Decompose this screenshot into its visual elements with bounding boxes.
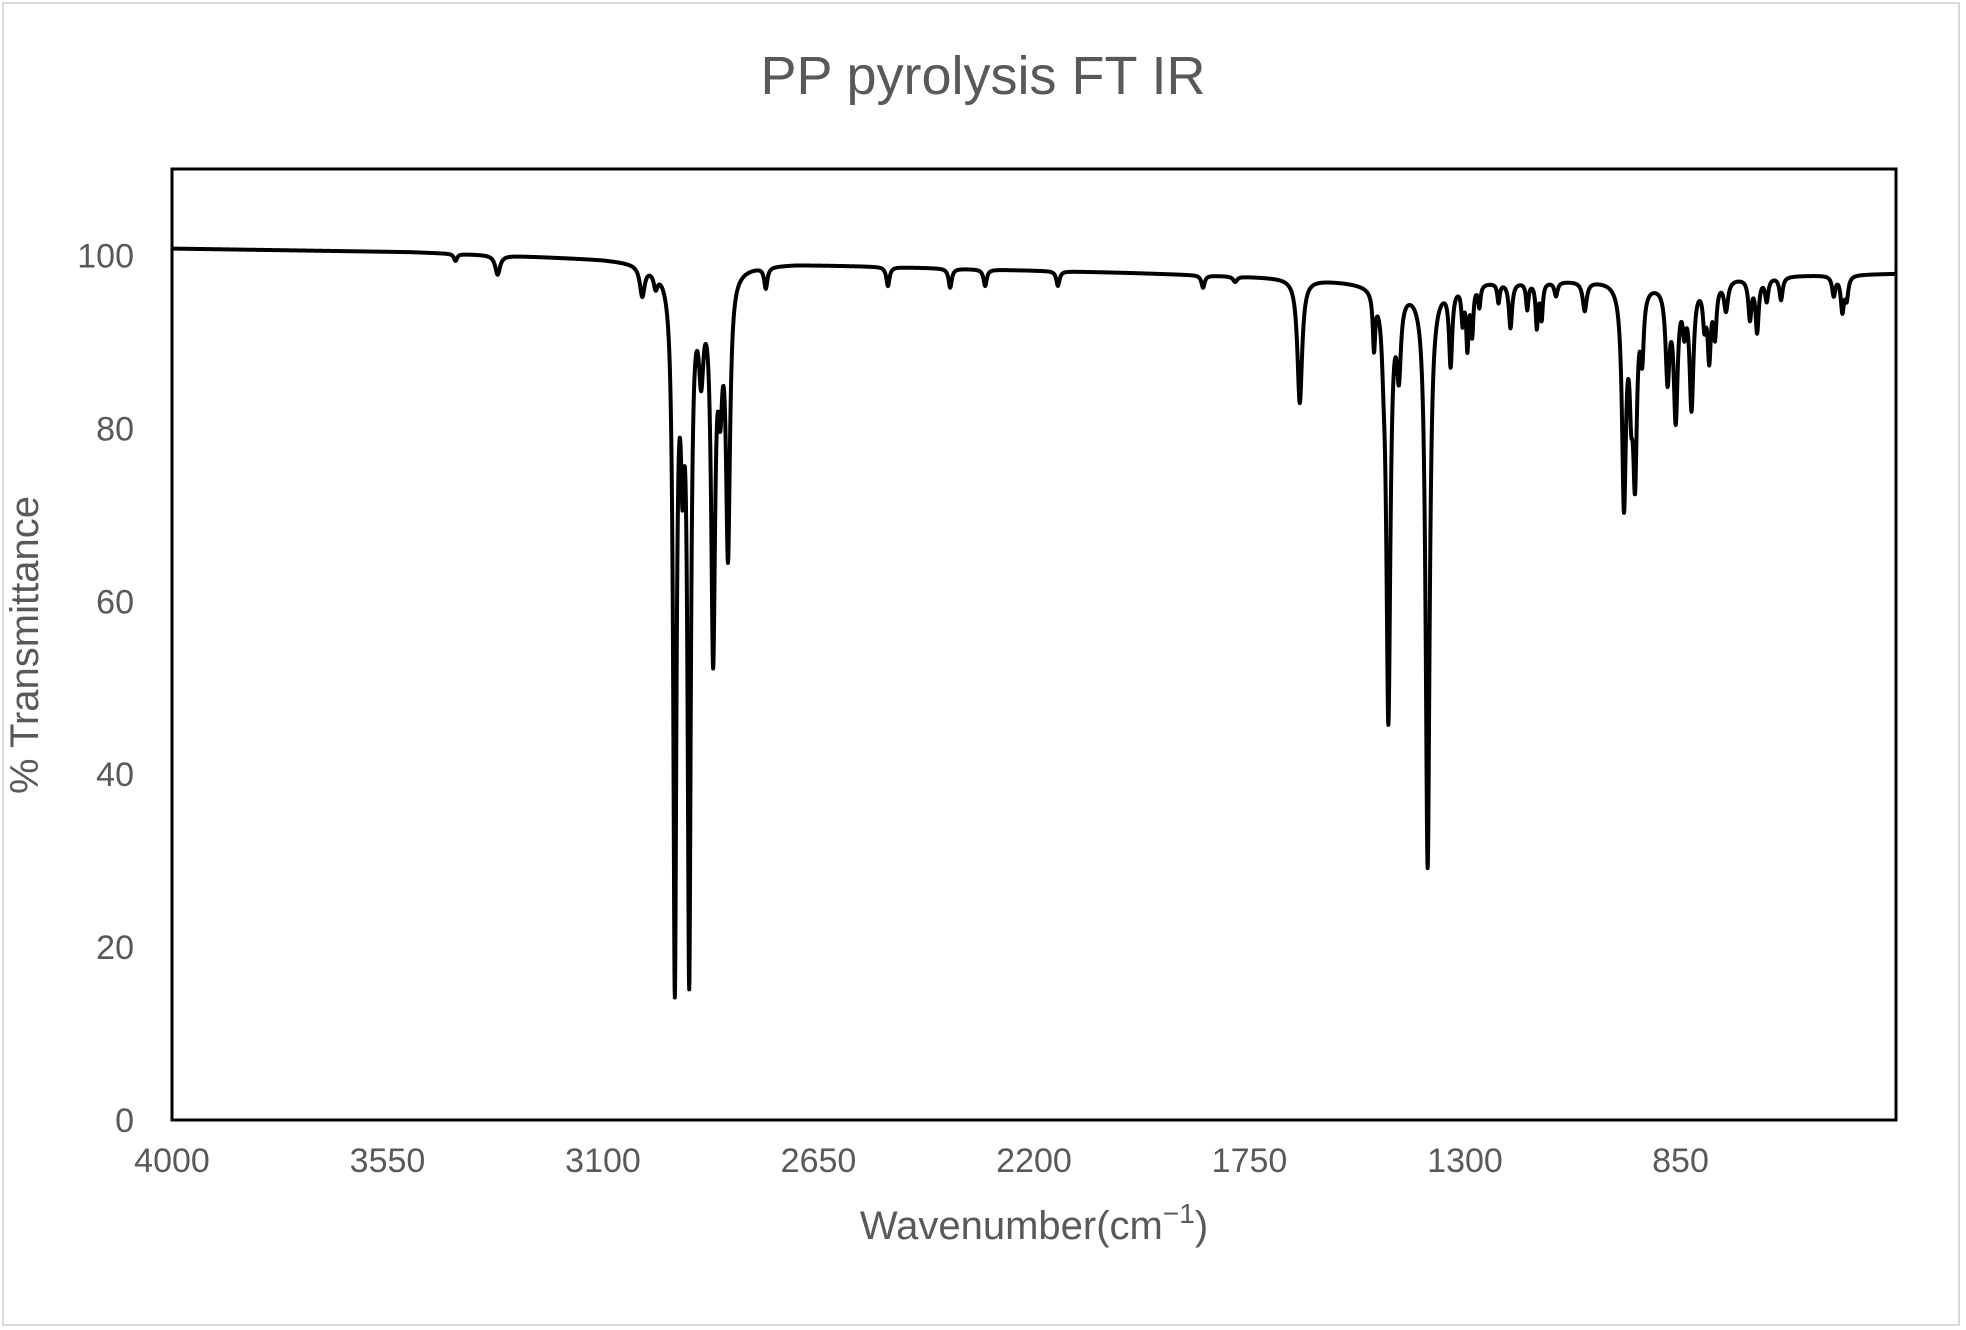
- chart-title: PP pyrolysis FT IR: [760, 46, 1205, 106]
- x-tick-label: 2200: [996, 1142, 1072, 1180]
- x-tick-label: 3550: [350, 1142, 426, 1180]
- y-tick-label: 100: [77, 237, 134, 275]
- x-axis-title-superscript: −1: [1163, 1198, 1195, 1229]
- x-tick-label: 850: [1652, 1142, 1709, 1180]
- y-tick-label: 40: [96, 756, 134, 794]
- x-tick-label: 1300: [1427, 1142, 1503, 1180]
- x-tick-label: 1750: [1212, 1142, 1288, 1180]
- y-axis: 0 20 40 60 80 100: [77, 237, 134, 1140]
- y-tick-label: 80: [96, 410, 134, 448]
- x-axis: 4000 3550 3100 2650 2200 1750 1300 850: [134, 1142, 1709, 1180]
- y-tick-label: 60: [96, 583, 134, 621]
- x-tick-label: 2650: [781, 1142, 857, 1180]
- x-axis-title: Wavenumber(cm−1): [860, 1198, 1208, 1248]
- x-tick-label: 3100: [565, 1142, 641, 1180]
- plot-area: [170, 167, 1898, 1122]
- y-tick-label: 20: [96, 929, 134, 967]
- y-tick-label: 0: [115, 1102, 134, 1140]
- x-axis-title-text: Wavenumber(cm: [860, 1204, 1163, 1248]
- spectrum-line: [170, 246, 1898, 1000]
- y-axis-title: % Transmittance: [3, 496, 47, 794]
- x-axis-title-close: ): [1195, 1204, 1208, 1248]
- x-tick-label: 4000: [134, 1142, 210, 1180]
